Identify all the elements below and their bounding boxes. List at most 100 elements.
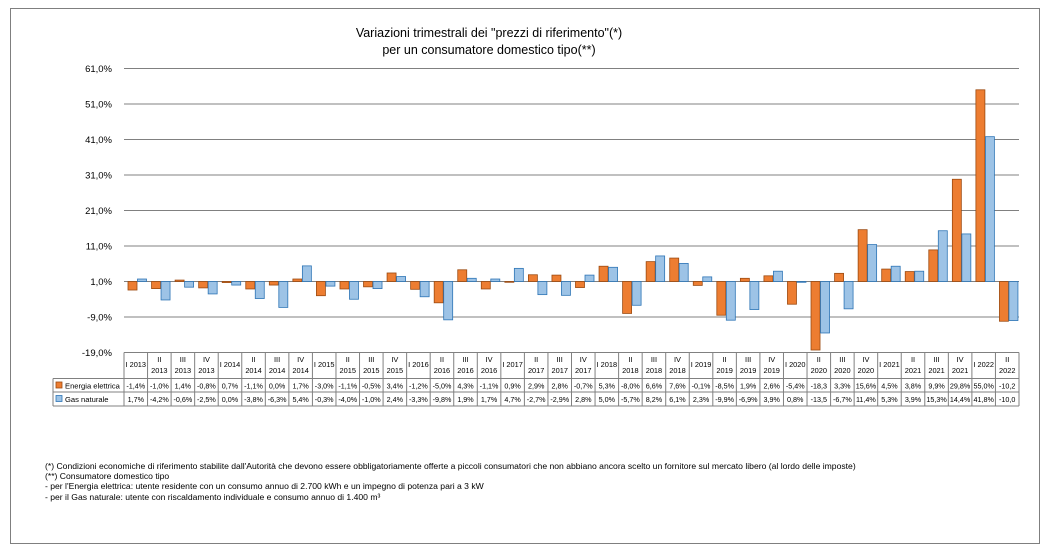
bar-energia	[457, 269, 468, 282]
category-label: II	[817, 355, 821, 364]
bar-energia	[268, 281, 279, 286]
category-label: IV	[957, 355, 964, 364]
bar-energia	[292, 278, 303, 282]
bar-gas	[796, 281, 807, 283]
bar-energia	[410, 281, 421, 290]
bar-gas	[725, 281, 736, 321]
category-label: 2021	[928, 366, 944, 375]
category-label: IV	[580, 355, 587, 364]
category-label: 2021	[952, 366, 968, 375]
bar-gas	[678, 262, 689, 282]
bar-gas	[254, 281, 265, 299]
bar-energia	[386, 272, 397, 282]
category-label: III	[745, 355, 751, 364]
category-label: I 2020	[785, 360, 806, 369]
category-label: IV	[674, 355, 681, 364]
data-label: -3,3%	[409, 395, 428, 404]
y-tick-label: 41,0%	[85, 135, 112, 146]
category-label: 2017	[575, 366, 591, 375]
bar-gas	[372, 281, 383, 289]
data-label: 55,0%	[973, 382, 994, 391]
category-label: I 2017	[502, 360, 523, 369]
category-label: IV	[486, 355, 493, 364]
bar-energia	[739, 277, 750, 282]
data-label: 3,8%	[905, 382, 922, 391]
bar-energia	[881, 268, 892, 282]
bar-gas	[137, 278, 147, 282]
legend-key-gas	[55, 395, 63, 402]
data-label: 7,6%	[669, 382, 686, 391]
bar-gas	[184, 281, 195, 288]
data-label: -4,2%	[150, 395, 169, 404]
data-label: 1,4%	[175, 382, 192, 391]
bar-energia	[716, 281, 727, 316]
category-label: 2016	[481, 366, 497, 375]
data-label: 1,7%	[292, 382, 309, 391]
bar-energia	[174, 279, 185, 282]
bar-energia	[787, 281, 797, 305]
category-label: IV	[862, 355, 869, 364]
data-label: 3,9%	[764, 395, 781, 404]
data-label: 5,0%	[599, 395, 616, 404]
bar-energia	[245, 281, 256, 290]
bar-gas	[937, 230, 948, 282]
category-label: 2014	[245, 366, 261, 375]
category-label: 2022	[999, 366, 1015, 375]
data-label: 6,6%	[646, 382, 663, 391]
footnote-3: - per l'Energia elettrica: utente reside…	[45, 481, 484, 492]
bar-gas	[961, 233, 972, 282]
footnote-1: (*) Condizioni economiche di riferimento…	[45, 461, 856, 471]
category-label: III	[368, 355, 374, 364]
bar-gas	[325, 281, 336, 287]
data-label: 5,3%	[599, 382, 616, 391]
bar-energia	[551, 274, 562, 282]
category-label: 2019	[716, 366, 732, 375]
category-label: III	[462, 355, 468, 364]
data-label: -6,3%	[268, 395, 287, 404]
data-label: 14,4%	[950, 395, 971, 404]
bar-energia	[763, 275, 774, 282]
category-label: IV	[391, 355, 398, 364]
data-label: -1,4%	[126, 382, 145, 391]
bar-gas	[466, 277, 477, 282]
bar-energia	[857, 229, 868, 282]
category-label: 2020	[858, 366, 874, 375]
bar-gas	[419, 281, 430, 298]
category-label: III	[274, 355, 280, 364]
category-label: 2013	[198, 366, 214, 375]
data-label: -2,7%	[527, 395, 546, 404]
category-label: II	[534, 355, 538, 364]
footnote-4: - per il Gas naturale: utente con riscal…	[45, 491, 381, 502]
category-label: 2015	[363, 366, 379, 375]
category-label: 2014	[292, 366, 308, 375]
data-label: -8,5%	[715, 382, 734, 391]
data-label: -2,9%	[550, 395, 569, 404]
data-label: -5,7%	[621, 395, 640, 404]
bar-energia	[810, 281, 821, 351]
legend-label-energia: Energia elettrica	[65, 382, 121, 391]
category-label: 2020	[811, 366, 827, 375]
data-label: 0,0%	[222, 395, 239, 404]
bar-gas	[1008, 281, 1019, 321]
bar-energia	[692, 281, 703, 286]
data-label: 2,8%	[552, 382, 569, 391]
category-label: 2019	[740, 366, 756, 375]
category-label: I 2013	[125, 360, 146, 369]
y-tick-label: 21,0%	[85, 206, 112, 217]
footnotes: (*) Condizioni economiche di riferimento…	[45, 461, 856, 502]
category-label: II	[723, 355, 727, 364]
data-label: -13,5	[811, 395, 827, 404]
bar-gas	[584, 274, 595, 282]
bar-energia	[999, 281, 1009, 322]
data-label: -0,5%	[362, 382, 381, 391]
data-label: -10,2	[999, 382, 1015, 391]
data-label: 3,9%	[905, 395, 922, 404]
bar-gas	[890, 265, 901, 282]
data-label: 11,4%	[856, 395, 876, 404]
bar-gas	[984, 136, 995, 282]
bar-gas	[396, 276, 406, 282]
bar-energia	[975, 89, 986, 282]
bar-gas	[231, 281, 242, 286]
data-label: 2,8%	[575, 395, 592, 404]
bar-gas	[655, 255, 666, 282]
